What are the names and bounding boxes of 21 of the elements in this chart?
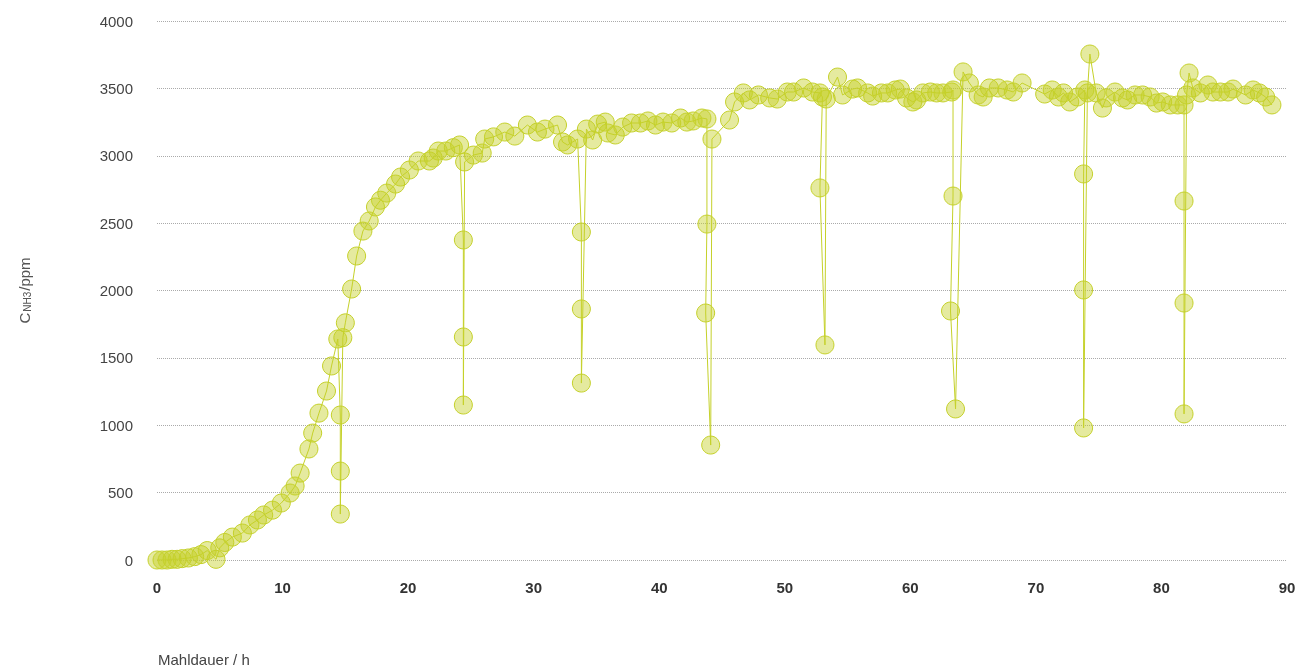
y-axis-title: CNH3/ppm — [15, 257, 33, 324]
x-tick-label: 0 — [152, 579, 162, 596]
y-tick-label: 2000 — [99, 282, 133, 299]
x-tick-label: 20 — [399, 579, 417, 596]
y-tick-label: 3000 — [99, 147, 133, 165]
y-tick-label: 1000 — [99, 416, 133, 434]
y-tick-label: 4000 — [99, 12, 133, 30]
x-axis-title: Mahldauer / h — [158, 651, 250, 668]
x-tick-label: 10 — [274, 579, 291, 596]
x-tick-label: 70 — [1027, 579, 1045, 596]
y-tick-label: 0 — [124, 551, 133, 569]
x-tick-label: 60 — [901, 579, 919, 596]
y-tick-label: 2500 — [99, 214, 133, 232]
x-tick-label: 40 — [650, 579, 668, 596]
x-tick-label: 30 — [525, 579, 543, 596]
y-tick-label: 1500 — [99, 349, 133, 367]
x-tick-label: 90 — [1278, 579, 1296, 596]
x-tick-label: 50 — [776, 579, 794, 596]
y-tick-label: 500 — [107, 484, 133, 502]
x-tick-label: 80 — [1153, 579, 1170, 596]
y-tick-label: 3500 — [99, 79, 133, 97]
